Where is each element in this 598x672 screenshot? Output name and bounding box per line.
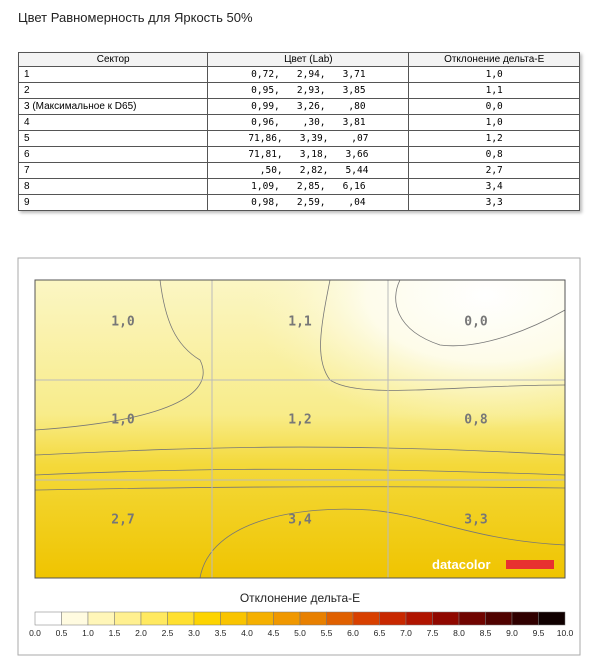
scale-swatch xyxy=(379,611,407,626)
table-row: 9 0,98, 2,59, ,04 3,3 xyxy=(17,194,580,211)
heatmap xyxy=(35,280,565,578)
scale-tick-label: 6.5 xyxy=(374,628,386,638)
table-cell: 71,81, 3,18, 3,66 xyxy=(207,146,410,163)
scale-swatch xyxy=(167,611,195,626)
table-row: 7 ,50, 2,82, 5,44 2,7 xyxy=(17,162,580,179)
cell-label: 2,7 xyxy=(111,513,134,528)
table-cell: 3,3 xyxy=(408,194,580,211)
scale-tick-label: 2.0 xyxy=(135,628,147,638)
scale-tick-label: 7.0 xyxy=(400,628,412,638)
scale-tick-label: 9.0 xyxy=(506,628,518,638)
scale-tick-label: 8.0 xyxy=(453,628,465,638)
scale-tick-label: 5.0 xyxy=(294,628,306,638)
scale-tick-label: 10.0 xyxy=(557,628,574,638)
table-cell: 9 xyxy=(17,194,209,211)
scale-tick-label: 1.5 xyxy=(109,628,121,638)
logo: datacolor xyxy=(432,557,491,572)
scale-swatch xyxy=(299,611,327,626)
table-row: 6 71,81, 3,18, 3,66 0,8 xyxy=(17,146,580,163)
scale-swatch xyxy=(352,611,380,626)
table-body: 1 0,72, 2,94, 3,71 1,0 2 0,95, 2,93, 3,85 1,1… xyxy=(17,66,580,211)
cell-label: 1,0 xyxy=(111,315,135,330)
column-header: Отклонение дельта-E xyxy=(408,52,580,67)
cell-label: 0,8 xyxy=(464,413,488,428)
scale-tick-label: 9.5 xyxy=(533,628,545,638)
scale-swatch xyxy=(458,611,486,626)
scale-tick-label: 3.5 xyxy=(215,628,227,638)
cell-label: 3,3 xyxy=(464,513,487,528)
column-header: Сектор xyxy=(17,52,209,67)
scale-swatch xyxy=(220,611,248,626)
scale-tick-label: 0.5 xyxy=(56,628,68,638)
cell-label: 1,2 xyxy=(288,413,311,428)
scale-swatch xyxy=(485,611,513,626)
scale-swatch xyxy=(511,611,539,626)
cell-label: 1,1 xyxy=(288,315,312,330)
header-row: Сектор Цвет (Lab) Отклонение дельта-E xyxy=(17,52,580,67)
scale-swatch xyxy=(114,611,142,626)
scale-tick-label: 5.5 xyxy=(321,628,333,638)
legend-title: Отклонение дельта-E xyxy=(240,591,360,605)
table-cell: 0,72, 2,94, 3,71 xyxy=(207,66,410,83)
cell-label: 3,4 xyxy=(288,513,312,528)
scale-swatch xyxy=(246,611,274,626)
scale-swatch xyxy=(326,611,354,626)
table-row: 8 1,09, 2,85, 6,16 3,4 xyxy=(17,178,580,195)
logo-bar xyxy=(506,560,554,569)
scale-swatch xyxy=(193,611,221,626)
scale-tick-label: 0.0 xyxy=(29,628,41,638)
scale-swatch xyxy=(34,611,62,626)
scale-tick-label: 4.0 xyxy=(241,628,253,638)
title: Цвет Равномерность для Яркость 50% xyxy=(18,10,253,25)
scale-swatch xyxy=(538,611,566,626)
scale-tick-label: 3.0 xyxy=(188,628,200,638)
scale-tick-label: 7.5 xyxy=(427,628,439,638)
scale-tick-label: 1.0 xyxy=(82,628,94,638)
scale-swatch xyxy=(61,611,89,626)
plot-frame xyxy=(34,279,566,579)
scale-tick-label: 2.5 xyxy=(162,628,174,638)
scale-swatch xyxy=(87,611,115,626)
scale-tick-label: 6.0 xyxy=(347,628,359,638)
cell-label: 1,0 xyxy=(111,413,135,428)
cell-label: 0,0 xyxy=(464,315,488,330)
column-header: Цвет (Lab) xyxy=(207,52,410,67)
scale-swatch xyxy=(432,611,460,626)
table: Сектор Цвет (Lab) Отклонение дельта-E 1 0,7… xyxy=(17,52,580,211)
scale-swatch xyxy=(405,611,433,626)
table-cell: 0,98, 2,59, ,04 xyxy=(207,194,410,211)
scale-tick-label: 4.5 xyxy=(268,628,280,638)
scale-swatch xyxy=(140,611,168,626)
table-row: 2 0,95, 2,93, 3,85 1,1 xyxy=(17,82,580,99)
scale-tick-label: 8.5 xyxy=(480,628,492,638)
scale-swatch xyxy=(273,611,301,626)
